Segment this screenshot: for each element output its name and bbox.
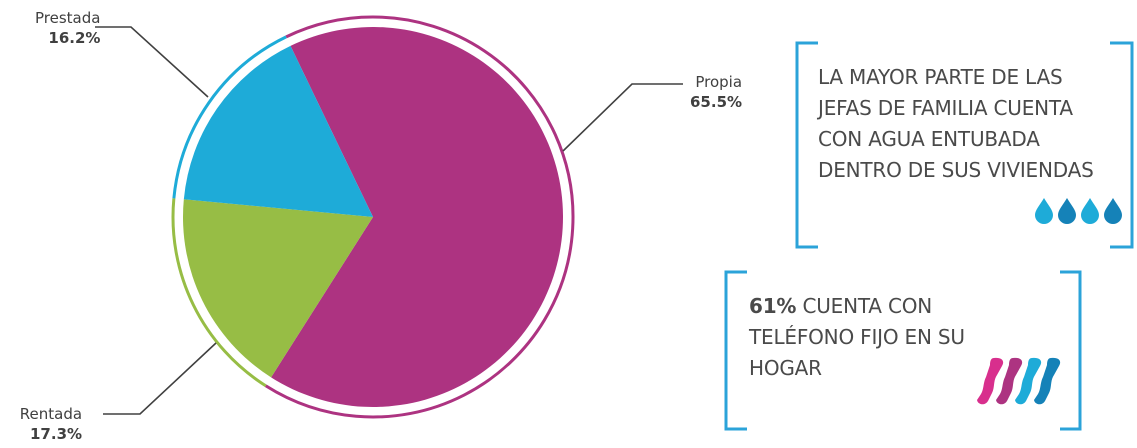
leader-line-propia xyxy=(562,83,683,152)
pie-slices xyxy=(171,15,575,419)
water-drop-icon xyxy=(1104,198,1122,224)
water-line-1: LA MAYOR PARTE DE LAS xyxy=(818,65,1063,89)
phone-highlight: 61% xyxy=(749,294,797,318)
water-callout-bracket xyxy=(795,41,1134,249)
water-line-4: DENTRO DE SUS VIVIENDAS xyxy=(818,158,1094,182)
slice-value-rentada: 17.3% xyxy=(30,425,83,443)
slice-label-prestada: Prestada 16.2% xyxy=(35,8,100,48)
water-drop-icon xyxy=(1058,198,1076,224)
slice-value-prestada: 16.2% xyxy=(48,29,101,47)
pie-slice-propia xyxy=(271,27,563,408)
phone-handset-icon xyxy=(977,357,1004,405)
leader-line-rentada xyxy=(103,342,217,415)
phone-handset-icon xyxy=(1034,357,1061,405)
water-drop-icon xyxy=(1035,198,1053,224)
leader-line-prestada xyxy=(95,26,209,98)
water-drop-icons xyxy=(1035,198,1122,224)
slice-name-prestada: Prestada xyxy=(35,9,101,27)
pie-ring-arc-rentada xyxy=(171,198,267,388)
slice-name-propia: Propia xyxy=(695,73,743,91)
slice-label-propia: Propia 65.5% xyxy=(690,72,742,112)
slice-label-rentada: Rentada 17.3% xyxy=(18,404,82,444)
phone-line-2: TELÉFONO FIJO EN SU xyxy=(749,325,965,349)
phone-line-3: HOGAR xyxy=(749,356,822,380)
pie-slice-rentada xyxy=(183,199,373,378)
slice-name-rentada: Rentada xyxy=(19,405,83,423)
pie-ring-arc-propia xyxy=(264,15,575,419)
water-line-2: JEFAS DE FAMILIA CUENTA xyxy=(818,96,1073,120)
pie-slice-prestada xyxy=(183,45,373,218)
phone-callout-bracket xyxy=(724,270,1082,431)
phone-handset-icon xyxy=(996,357,1023,405)
water-line-3: CON AGUA ENTUBADA xyxy=(818,127,1040,151)
water-drop-icon xyxy=(1081,198,1099,224)
phone-line-1: CUENTA CON xyxy=(796,294,933,318)
water-callout-text: LA MAYOR PARTE DE LAS JEFAS DE FAMILIA C… xyxy=(818,62,1137,186)
pie-ring-arc-prestada xyxy=(172,35,287,199)
phone-handset-icon xyxy=(1015,357,1042,405)
slice-value-propia: 65.5% xyxy=(690,93,743,111)
phone-handset-icons xyxy=(977,357,1061,405)
phone-callout-text: 61% CUENTA CON TELÉFONO FIJO EN SU HOGAR xyxy=(749,291,1049,384)
